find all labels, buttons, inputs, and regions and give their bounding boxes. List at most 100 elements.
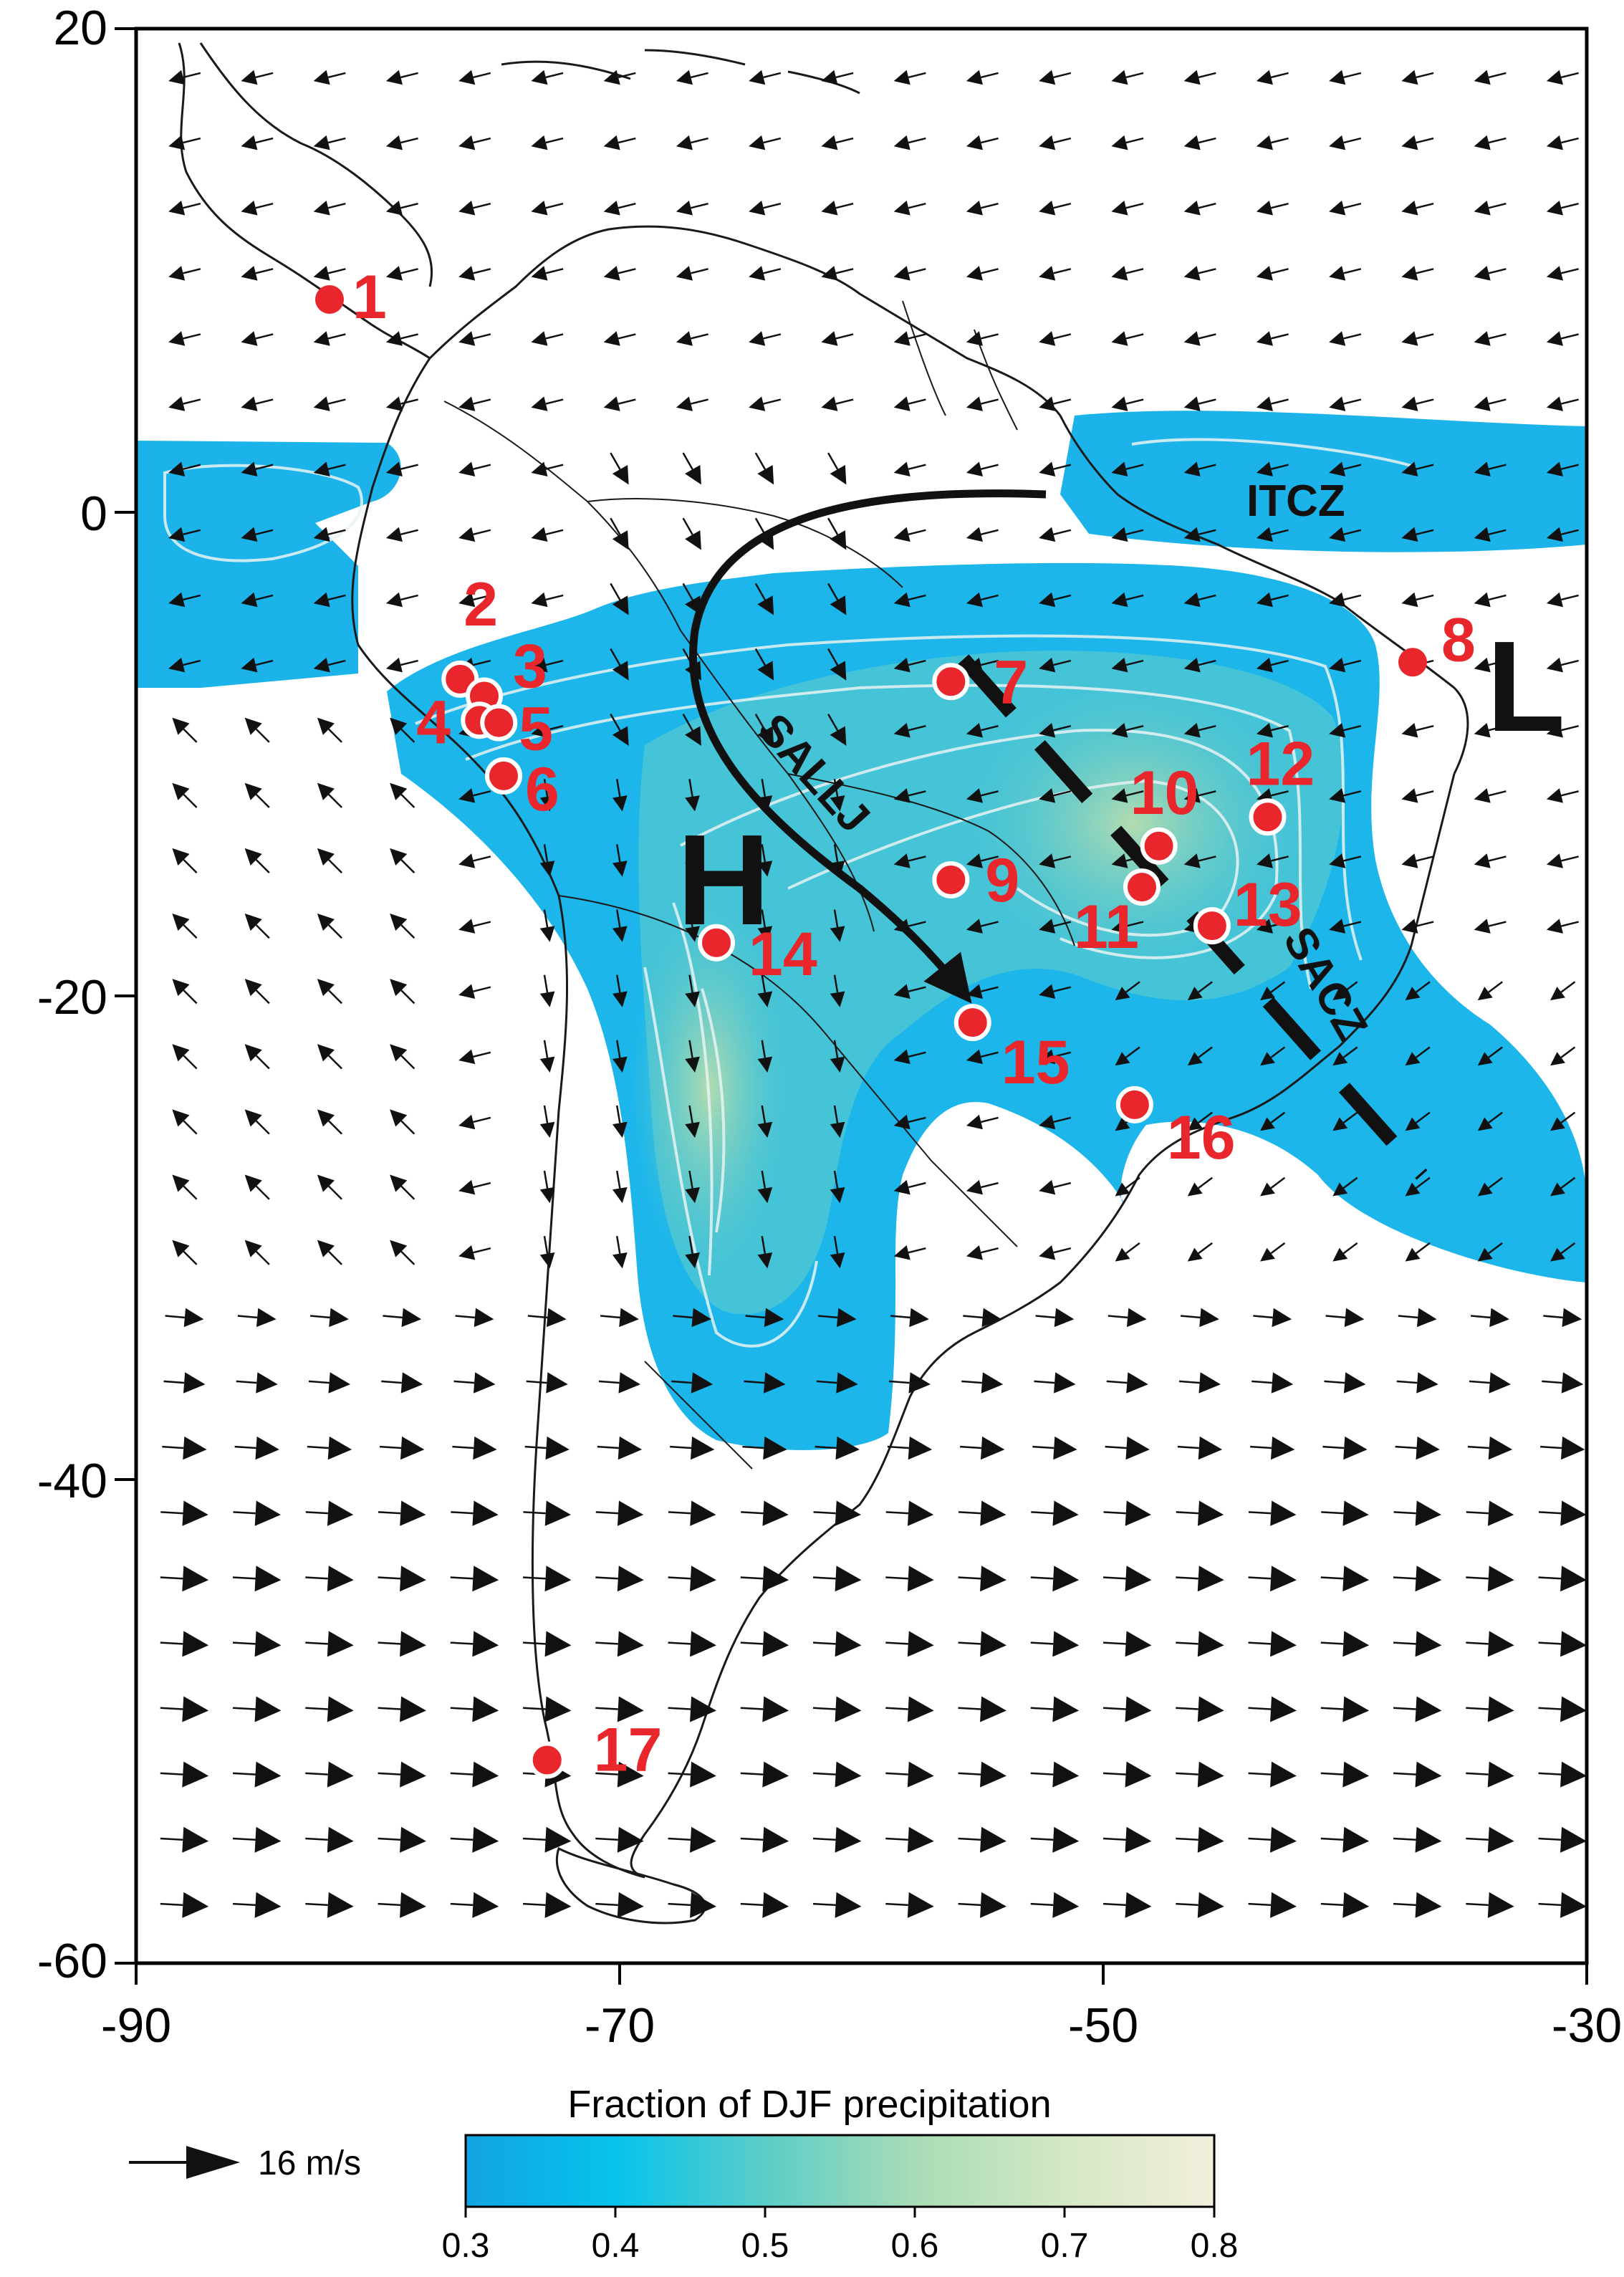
wind-vector-head	[966, 592, 983, 608]
wind-vector-head	[531, 331, 548, 346]
wind-vector-shaft	[1538, 1641, 1562, 1645]
wind-vector-shaft	[958, 1837, 981, 1841]
wind-vector-head	[1329, 722, 1346, 738]
wind-vector-head	[241, 135, 258, 150]
wind-vector-head	[685, 795, 700, 812]
wind-vector-head	[317, 979, 335, 997]
wind-vector-head	[172, 979, 190, 997]
wind-vector-head	[966, 788, 983, 803]
wind-vector-shaft	[1320, 1707, 1344, 1710]
wind-vector-shaft	[305, 1837, 328, 1841]
wind-vector-shaft	[452, 1445, 474, 1449]
tierra-del-fuego	[555, 1846, 706, 1924]
x-tick-label: -30	[1552, 1998, 1622, 2053]
wind-vector-head	[830, 1187, 845, 1204]
wind-vector-head	[603, 135, 620, 150]
wind-vector-shaft	[908, 724, 926, 732]
wind-vector-shaft	[1393, 1707, 1416, 1710]
wind-vector-shaft	[668, 1641, 691, 1645]
wind-vector-shaft	[543, 974, 549, 993]
wind-vector-shaft	[1053, 1051, 1072, 1058]
station-label: 14	[749, 920, 817, 989]
wind-vector-shaft	[610, 452, 621, 470]
wind-vector-head	[313, 135, 330, 150]
wind-vector-shaft	[1416, 268, 1434, 274]
station-marker	[698, 924, 735, 962]
wind-vector-shaft	[183, 594, 201, 601]
wind-vector-shaft	[328, 1120, 342, 1135]
wind-vector-head	[685, 1252, 700, 1269]
wind-vector-shaft	[328, 1185, 342, 1200]
wind-vector-shaft	[400, 728, 415, 743]
wind-vector-shaft	[1561, 659, 1579, 666]
wind-vector-head	[617, 1892, 644, 1918]
wind-vector-shaft	[885, 1641, 908, 1645]
wind-vector-head	[821, 331, 838, 346]
wind-vector-head	[893, 788, 911, 803]
wind-vector-shaft	[833, 1105, 839, 1123]
wind-vector-shaft	[473, 855, 491, 862]
wind-vector-shaft	[1030, 1772, 1054, 1775]
wind-vector-head	[821, 135, 838, 150]
wind-vector-shaft	[1322, 1445, 1345, 1449]
wind-vector-head	[612, 1056, 628, 1073]
wind-vector-shaft	[1416, 333, 1434, 340]
wind-vector-shaft	[522, 1837, 546, 1841]
wind-vector-shaft	[1488, 72, 1507, 79]
wind-vector-head	[1111, 853, 1128, 868]
wind-vector-shaft	[543, 1105, 549, 1123]
wind-vector-shaft	[473, 464, 491, 470]
wind-vector-head	[907, 1631, 934, 1657]
wind-vector-head	[893, 331, 911, 346]
wind-vector-head	[168, 135, 186, 150]
wind-vector-head	[1546, 853, 1563, 868]
wind-vector-shaft	[1560, 1046, 1576, 1058]
wind-vector-head	[531, 396, 548, 411]
wind-vector-shaft	[595, 1772, 618, 1775]
wind-vector-head	[172, 1174, 190, 1192]
wind-vector-shaft	[1416, 921, 1434, 927]
vector-legend: 16 m/s	[129, 2144, 361, 2182]
wind-vector-head	[685, 1121, 700, 1138]
wind-vector-shaft	[1488, 1046, 1503, 1058]
wind-vector-head	[1329, 69, 1346, 85]
wind-vector-shaft	[981, 333, 999, 340]
wind-vector-shaft	[763, 398, 782, 405]
wind-vector-head	[313, 69, 330, 85]
wind-vector-head	[1332, 1052, 1348, 1066]
wind-vector-head	[168, 331, 186, 346]
wind-vector-shaft	[400, 333, 418, 340]
wind-vector-shaft	[1416, 137, 1434, 144]
wind-vector-shaft	[908, 333, 926, 340]
wind-vector-head	[1115, 1182, 1130, 1197]
wind-vector-shaft	[232, 1707, 256, 1710]
wind-vector-head	[539, 1121, 555, 1138]
wind-vector-shaft	[1466, 1576, 1489, 1580]
wind-vector-shaft	[1108, 1315, 1128, 1319]
wind-vector-shaft	[237, 1315, 258, 1319]
wind-vector-shaft	[1561, 855, 1579, 862]
wind-vector-shaft	[543, 1235, 549, 1254]
wind-vector-head	[1560, 1631, 1587, 1657]
wind-vector-head	[458, 200, 476, 216]
wind-vector-shaft	[378, 1772, 401, 1775]
wind-vector-shaft	[908, 268, 926, 274]
wind-vector-shaft	[1198, 981, 1213, 993]
wind-vector-shaft	[1271, 790, 1289, 797]
wind-vector-head	[685, 926, 700, 942]
wind-vector-head	[835, 1892, 862, 1918]
wind-vector-head	[893, 69, 911, 85]
wind-vector-head	[1474, 527, 1491, 542]
wind-vector-shaft	[545, 202, 564, 209]
wind-vector-head	[980, 1566, 1006, 1592]
wind-vector-shaft	[1125, 1046, 1140, 1058]
wind-vector-shaft	[1103, 1511, 1126, 1515]
wind-vector-head	[1474, 331, 1491, 346]
wind-vector-head	[400, 1436, 425, 1460]
wind-vector-shaft	[1176, 1707, 1198, 1710]
wind-vector-head	[1546, 266, 1563, 281]
wind-vector-shaft	[908, 1051, 926, 1058]
wind-vector-shaft	[682, 714, 693, 732]
wind-vector-shaft	[232, 1641, 256, 1645]
wind-vector-head	[612, 1252, 628, 1269]
